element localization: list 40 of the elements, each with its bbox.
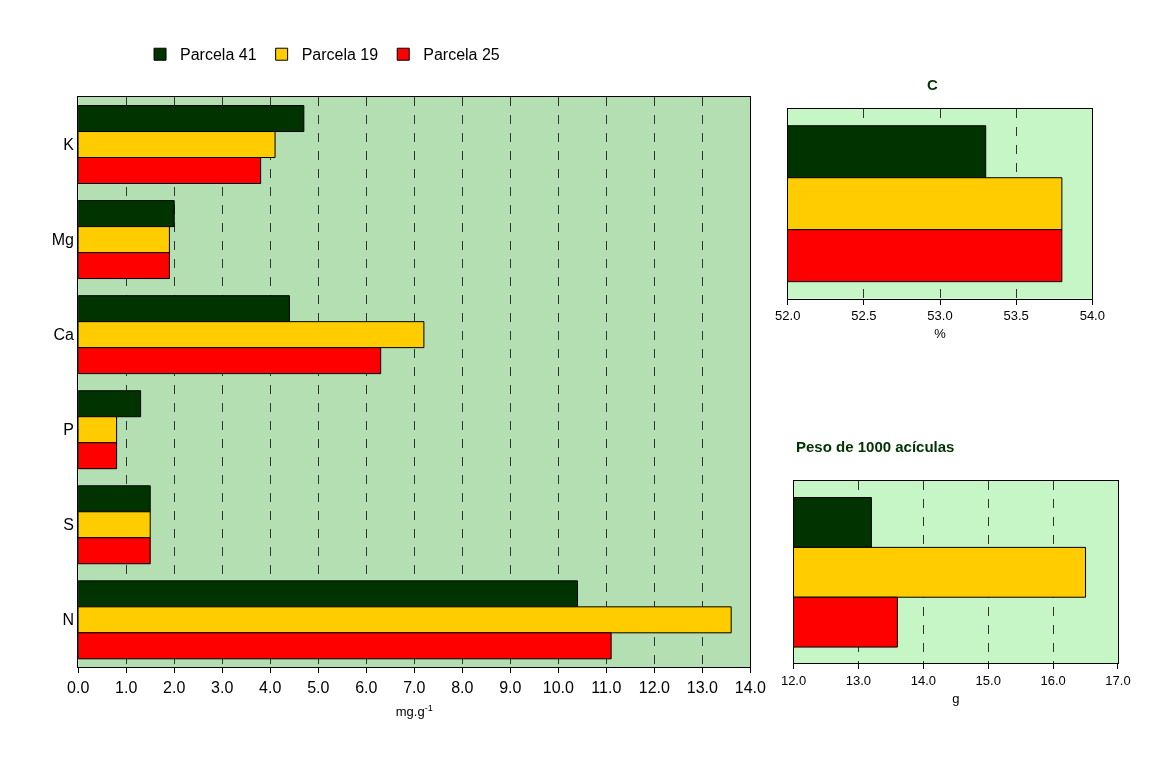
x-tick-label: 14.0 [910, 673, 936, 689]
y-tick-label: S [63, 516, 74, 534]
x-tick-label: 11.0 [591, 678, 622, 696]
x-axis-title: mg.g$^{-1}$ [395, 702, 433, 720]
x-tick-label: 2.0 [163, 678, 186, 696]
x-tick-label: 14.0 [734, 678, 767, 696]
x-tick-label: 8.0 [451, 678, 474, 696]
x-tick-label: 53.5 [1003, 308, 1029, 324]
y-tick-label: Ca [53, 326, 75, 344]
y-tick-label: K [63, 136, 75, 154]
x-tick-label: 17.0 [1105, 673, 1131, 689]
legend-label: Parcela 25 [423, 46, 500, 64]
x-tick-label: 9.0 [499, 678, 522, 696]
x-tick-label: 12.0 [638, 678, 671, 696]
y-tick-label: P [63, 421, 74, 439]
y-tick-label: Mg [51, 231, 74, 249]
x-tick-label: 15.0 [975, 673, 1001, 689]
x-tick-label: 1.0 [115, 678, 138, 696]
x-axis-title: g [952, 690, 960, 706]
legend-label: Parcela 19 [301, 46, 379, 64]
x-tick-label: 12.0 [780, 673, 807, 689]
x-tick-label: 53.0 [927, 308, 953, 324]
x-tick-label: 13.0 [686, 678, 719, 696]
x-tick-label: 6.0 [355, 678, 378, 696]
x-tick-label: 52.0 [775, 308, 801, 324]
x-tick-label: 7.0 [403, 678, 426, 696]
y-tick-label: N [62, 611, 74, 629]
x-tick-label: 0.0 [67, 678, 90, 696]
x-tick-label: 16.0 [1040, 673, 1066, 689]
x-tick-label: 10.0 [542, 678, 574, 696]
chart-title: Peso de 1000 acículas [796, 438, 955, 455]
x-tick-label: 52.5 [851, 308, 877, 324]
x-tick-label: 4.0 [259, 678, 282, 696]
legend-label: Parcela 41 [180, 46, 257, 64]
x-tick-label: 5.0 [307, 678, 330, 696]
x-tick-label: 3.0 [211, 678, 234, 696]
x-tick-label: 54.0 [1079, 308, 1105, 324]
x-tick-label: 13.0 [845, 673, 872, 689]
x-axis-title: % [934, 325, 947, 341]
chart-title: C [927, 76, 938, 93]
